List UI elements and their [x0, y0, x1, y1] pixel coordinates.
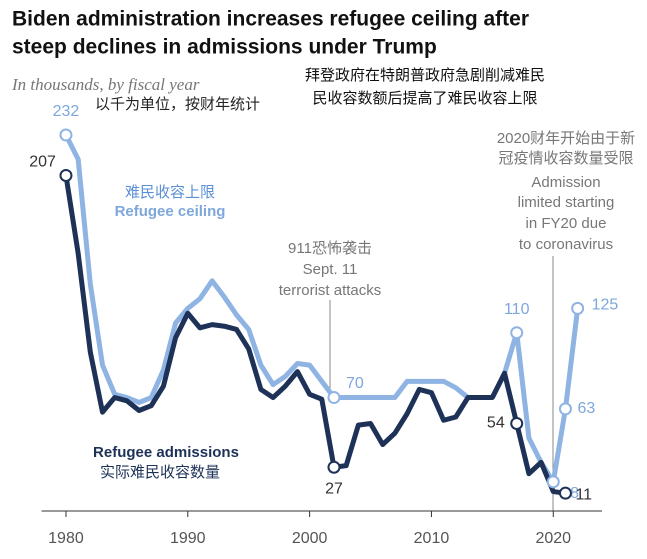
data-label: 207: [29, 154, 56, 171]
chart-title: steep declines in admissions under Trump: [12, 36, 437, 59]
annotation: 冠疫情收容数量受限: [498, 150, 633, 167]
data-point: [327, 460, 341, 474]
chart-title-zh: 拜登政府在特朗普政府急剧削减难民: [305, 67, 545, 84]
series-label: Refugee admissions: [93, 444, 239, 461]
annotation: to coronavirus: [519, 236, 613, 253]
x-tick-label: 1990: [170, 530, 206, 547]
data-label: 27: [325, 480, 343, 497]
annotation: Admission: [531, 174, 600, 191]
series-label-zh: 实际难民收容数量: [100, 464, 220, 481]
data-point: [546, 475, 560, 489]
data-label: 54: [487, 415, 505, 432]
x-tick-label: 2020: [535, 530, 571, 547]
subtitle: In thousands, by fiscal year: [11, 75, 200, 94]
data-label: 63: [577, 400, 595, 417]
data-point: [59, 168, 73, 182]
annotation: Sept. 11: [303, 261, 358, 278]
data-label: 110: [504, 301, 530, 318]
data-point: [510, 326, 524, 340]
data-label: 70: [346, 375, 364, 392]
annotation: 2020财年开始由于新: [497, 130, 635, 147]
data-label: 11: [575, 486, 592, 503]
chart-title: Biden administration increases refugee c…: [12, 8, 529, 31]
x-tick-label: 2010: [414, 530, 450, 547]
series-label-zh: 难民收容上限: [125, 184, 215, 201]
data-point: [571, 301, 585, 315]
data-label: 232: [53, 103, 80, 120]
x-tick-label: 1980: [48, 530, 84, 547]
x-tick-label: 2000: [292, 530, 328, 547]
series-label: Refugee ceiling: [115, 203, 226, 220]
annotation: in FY20 due: [526, 215, 607, 232]
data-point: [558, 486, 572, 500]
data-point: [510, 416, 524, 430]
annotation: terrorist attacks: [279, 282, 382, 299]
data-point: [59, 128, 73, 142]
data-point: [327, 391, 341, 405]
subtitle-zh: 以千为单位，按财年统计: [95, 96, 260, 113]
chart-title-zh: 民收容数额后提高了难民收容上限: [312, 90, 537, 107]
annotation: 911恐怖袭击: [288, 240, 372, 257]
series-line: [63, 175, 566, 496]
annotation: limited starting: [518, 194, 615, 211]
data-point: [558, 402, 572, 416]
data-label: 125: [592, 297, 619, 314]
